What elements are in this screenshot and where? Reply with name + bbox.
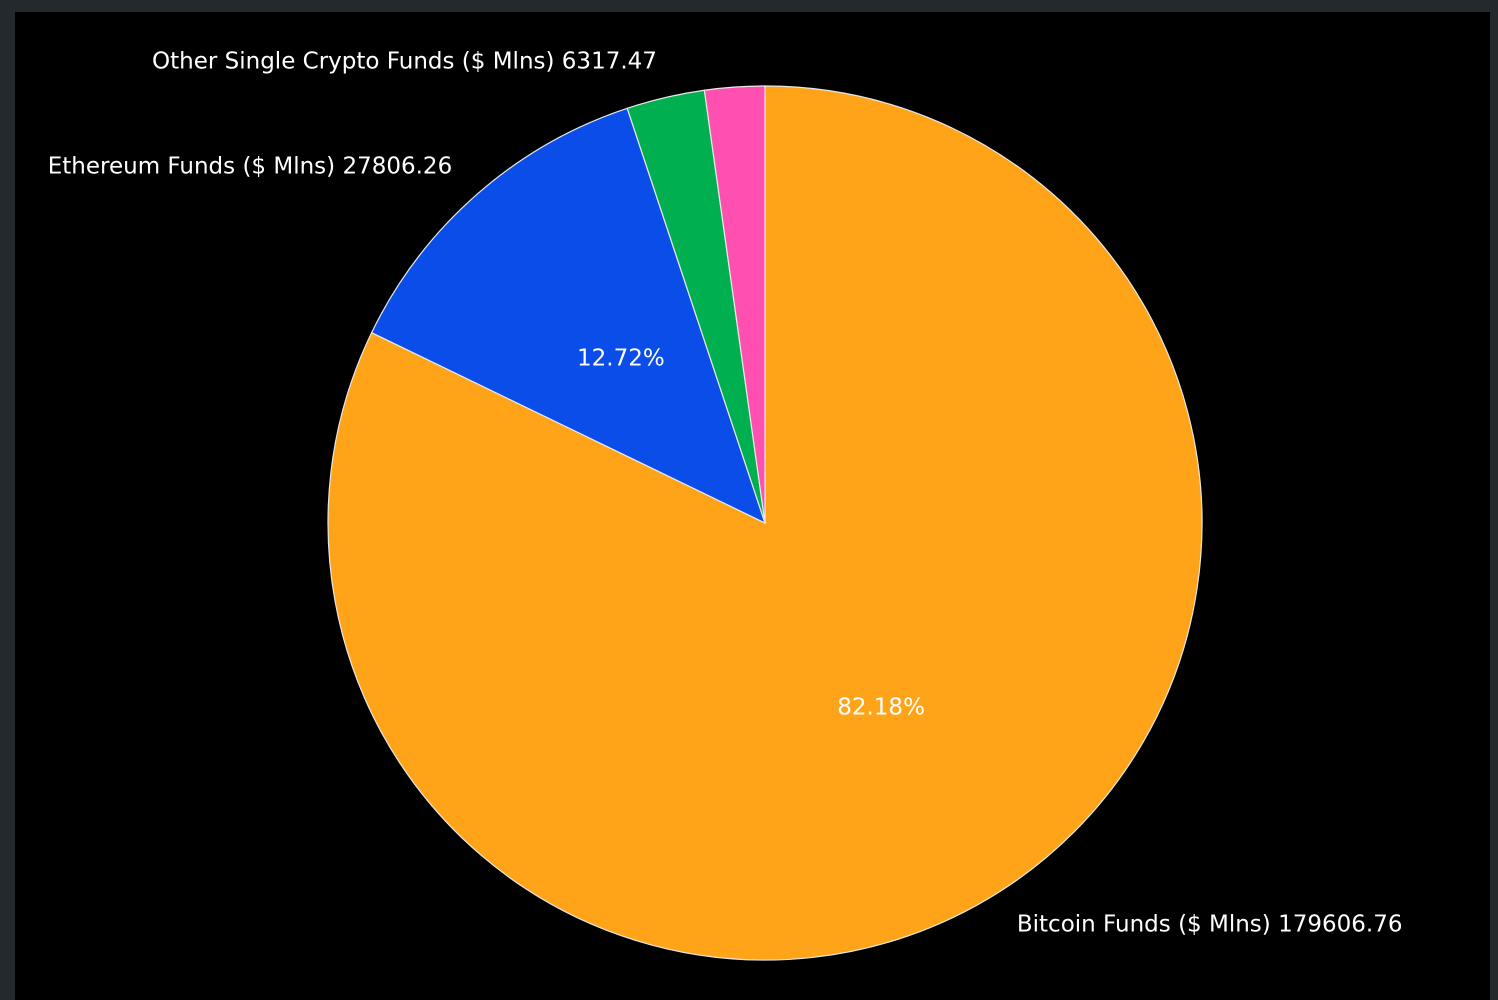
percent-label: 12.72%	[577, 345, 665, 371]
slice-label: Bitcoin Funds ($ Mlns) 179606.76	[1017, 911, 1403, 937]
pie-slice	[703, 85, 766, 524]
slice-label: Other Single Crypto Funds ($ Mlns) 6317.…	[152, 48, 657, 74]
slice-name: Other Single Crypto Funds ($ Mlns)	[152, 48, 554, 74]
slice-name: Ethereum Funds ($ Mlns)	[48, 153, 335, 179]
percent-label: 82.18%	[837, 695, 925, 721]
slice-name: Bitcoin Funds ($ Mlns)	[1017, 911, 1271, 937]
pie-slice	[370, 107, 767, 525]
slice-value: 6317.47	[562, 48, 657, 74]
slice-value: 27806.26	[342, 153, 452, 179]
slice-value: 179606.76	[1278, 911, 1402, 937]
slice-label: Ethereum Funds ($ Mlns) 27806.26	[48, 153, 452, 179]
